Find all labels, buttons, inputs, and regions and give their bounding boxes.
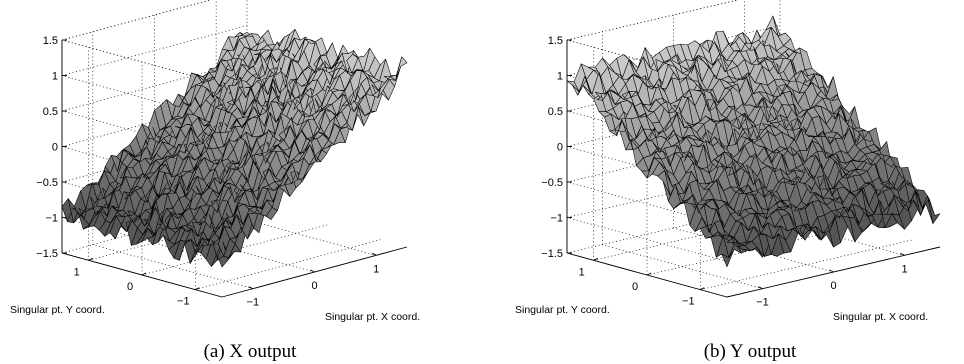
z-tick-label: −1 [550,213,563,225]
x-tick-label: 0 [311,280,317,292]
gridline [673,227,834,273]
y-tick-label: 0 [632,281,638,293]
x-tick-label: 0 [830,280,836,292]
gridline [216,210,377,256]
z-tick-label: −1 [45,213,58,225]
gridline [61,39,223,85]
z-tick-label: 1.5 [43,35,58,47]
gridline [566,0,739,41]
x-tick-label: 1 [901,263,907,275]
panel-a-caption: (a) X output [204,341,298,362]
x-tick-label: −1 [247,297,260,309]
surface-patch [395,56,408,81]
panel-a-ticks: 1.5 1 0.5 0 −0.5 −1 −1.5 −1 0 1 −1 0 1 [36,35,379,309]
x-tick-mark [248,286,254,290]
panel-a: 1.5 1 0.5 0 −0.5 −1 −1.5 −1 0 1 −1 0 1 Singular pt. … [10,0,420,362]
x-tick-mark [310,269,315,273]
x-tick-mark [371,252,377,256]
gridline [566,217,728,262]
gridline [61,0,212,41]
x-tick-label: 1 [373,263,379,275]
z-tick-label: 0 [557,142,563,154]
gridline [61,75,223,120]
z-tick-label: 0 [52,142,58,154]
z-tick-label: 1.5 [548,35,563,47]
panel-b-ylabel: Singular pt. Y coord. [515,304,610,316]
panel-a-surface [61,29,408,268]
z-tick-label: 0.5 [43,106,58,118]
surface-patch [927,195,941,224]
panel-b-xlabel: Singular pt. X coord. [833,311,928,323]
z-tick-label: 1 [557,71,563,83]
y-tick-mark [195,287,200,291]
gridline [593,209,807,261]
y-tick-mark [700,287,705,291]
z-tick-label: −0.5 [36,177,58,189]
y-tick-mark [593,257,598,261]
panel-b: 1.5 1 0.5 0 −0.5 −1 −1.5 −1 0 1 −1 0 1 Singular pt. … [515,0,941,362]
z-tick-label: −1.5 [541,248,563,260]
gridline [566,131,781,183]
panel-a-ylabel: Singular pt. Y coord. [10,304,105,316]
y-tick-label: 1 [579,266,585,278]
panel-b-caption: (b) Y output [704,341,797,362]
x-tick-label: −1 [756,297,769,309]
gridline [566,0,739,41]
gridline [92,244,253,290]
y-tick-label: −1 [177,296,190,308]
panel-b-surface [566,15,941,268]
y-tick-label: −1 [682,296,695,308]
gridline [700,239,914,291]
gridline [566,96,781,147]
panel-b-ticks: 1.5 1 0.5 0 −0.5 −1 −1.5 −1 0 1 −1 0 1 [541,35,907,309]
z-tick-label: −0.5 [541,177,563,189]
panel-a-xlabel: Singular pt. X coord. [325,311,420,323]
x-tick-mark [900,252,905,256]
gridline [566,181,728,227]
z-tick-label: −1.5 [36,248,58,260]
z-tick-label: 0.5 [548,106,563,118]
z-tick-label: 1 [52,71,58,83]
y-tick-mark [88,257,93,261]
gridline [566,167,781,218]
y-tick-label: 1 [74,266,80,278]
y-tick-mark [141,272,147,276]
x-tick-mark [829,269,834,273]
gridline [61,0,212,41]
x-tick-mark [758,286,763,290]
y-tick-label: 0 [127,281,133,293]
y-tick-mark [646,272,652,276]
gridline [646,224,861,276]
